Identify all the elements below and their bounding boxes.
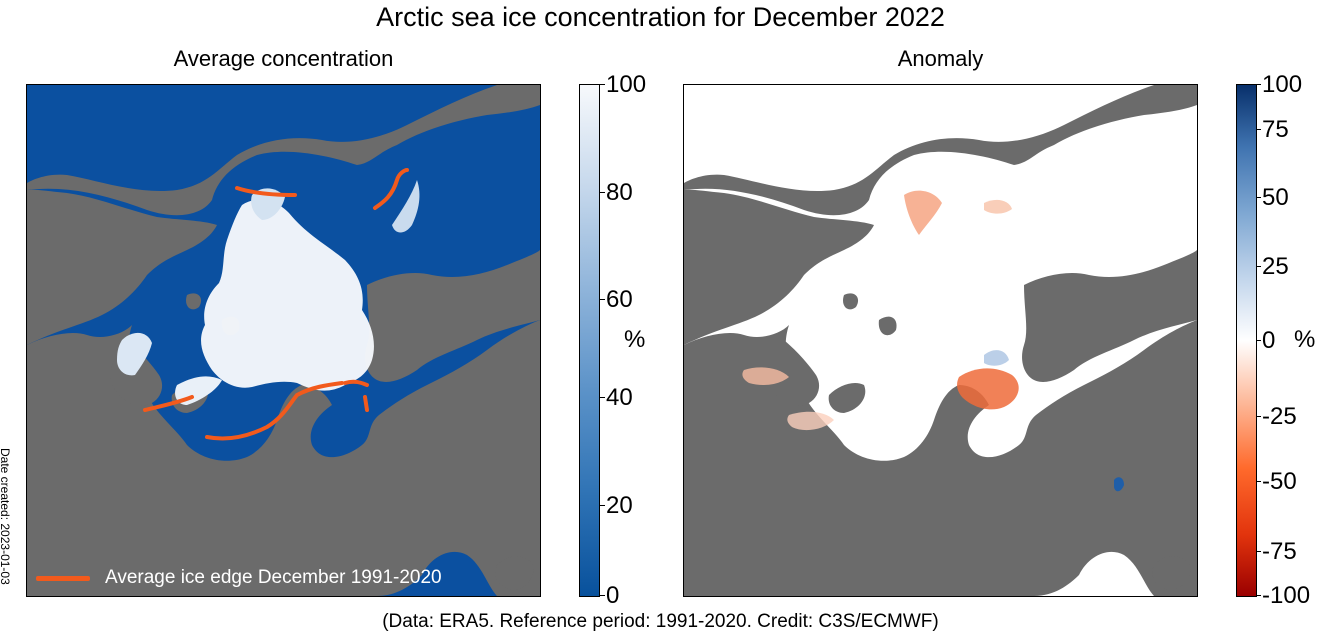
ice-edge-atlantic [143,395,194,412]
concentration-tick-40: 40 [600,384,633,411]
concentration-unit: % [624,326,646,353]
land-scandinavia [495,556,534,590]
date-created: Date created: 2023-01-03 [0,448,12,585]
land-greenland-west [767,340,820,406]
anomaly-tick-0: 0 [1255,327,1276,354]
concentration-tick-80: 80 [600,179,633,206]
land-north-america [684,320,1197,596]
anomaly-negative-barents [957,368,1019,410]
ice-edge-okhotsk [373,168,409,210]
average-concentration-map [26,84,541,597]
land-islands [828,293,897,413]
anomaly-tick-minus-100: -100 [1255,582,1311,609]
anomaly-negative-okhotsk [984,199,1012,214]
concentration-tick-20: 20 [600,492,633,519]
land-russia-north [365,250,540,382]
credit-footer: (Data: ERA5. Reference period: 1991-2020… [382,611,939,632]
right-panel-title: Anomaly [897,46,984,71]
anomaly-negative-bering [904,190,942,235]
left-panel-title: Average concentration [173,46,394,71]
figure-title: Arctic sea ice concentration for Decembe… [376,2,945,32]
concentration-tick-100: 100 [599,71,647,98]
anomaly-tick-50: 50 [1256,184,1289,211]
anomaly-tick-25: 25 [1256,253,1289,280]
sea-ice-main [201,199,374,391]
anomaly-tick-minus-50: -50 [1256,468,1297,495]
anomaly-tick-100: 100 [1255,71,1303,98]
anomaly-negative-hudson [742,367,789,385]
land-scandinavia [1152,556,1191,590]
ice-edge-kara [343,379,369,412]
land-north-america [27,320,540,596]
land-eurasia-east [684,85,1197,216]
anomaly-colorbar [1236,84,1257,597]
concentration-tick-0: 0 [599,582,620,609]
anomaly-tick-minus-75: -75 [1256,538,1297,565]
sea-ice-hudson [117,332,152,376]
anomaly-positive-baltic [1114,477,1124,492]
anomaly-map [683,84,1198,597]
anomaly-tick-minus-25: -25 [1256,403,1297,430]
anomaly-unit: % [1294,326,1316,353]
ice-edge-bering [235,186,297,197]
anomaly-tick-75: 75 [1256,116,1289,143]
anomaly-negative-labrador [787,411,834,431]
land-eurasia-east [27,85,540,216]
ice-edge-legend-swatch [36,576,90,581]
concentration-colorbar [579,84,600,597]
land-eurasia-west [27,189,217,345]
concentration-tick-60: 60 [600,286,633,313]
sea-ice-okhotsk [392,180,420,233]
ice-edge-barents [205,381,344,441]
land-russia-north [1022,250,1197,382]
anomaly-positive-kara [984,350,1009,366]
land-eurasia-west [684,189,874,345]
ice-edge-legend-label: Average ice edge December 1991-2020 [105,567,442,588]
